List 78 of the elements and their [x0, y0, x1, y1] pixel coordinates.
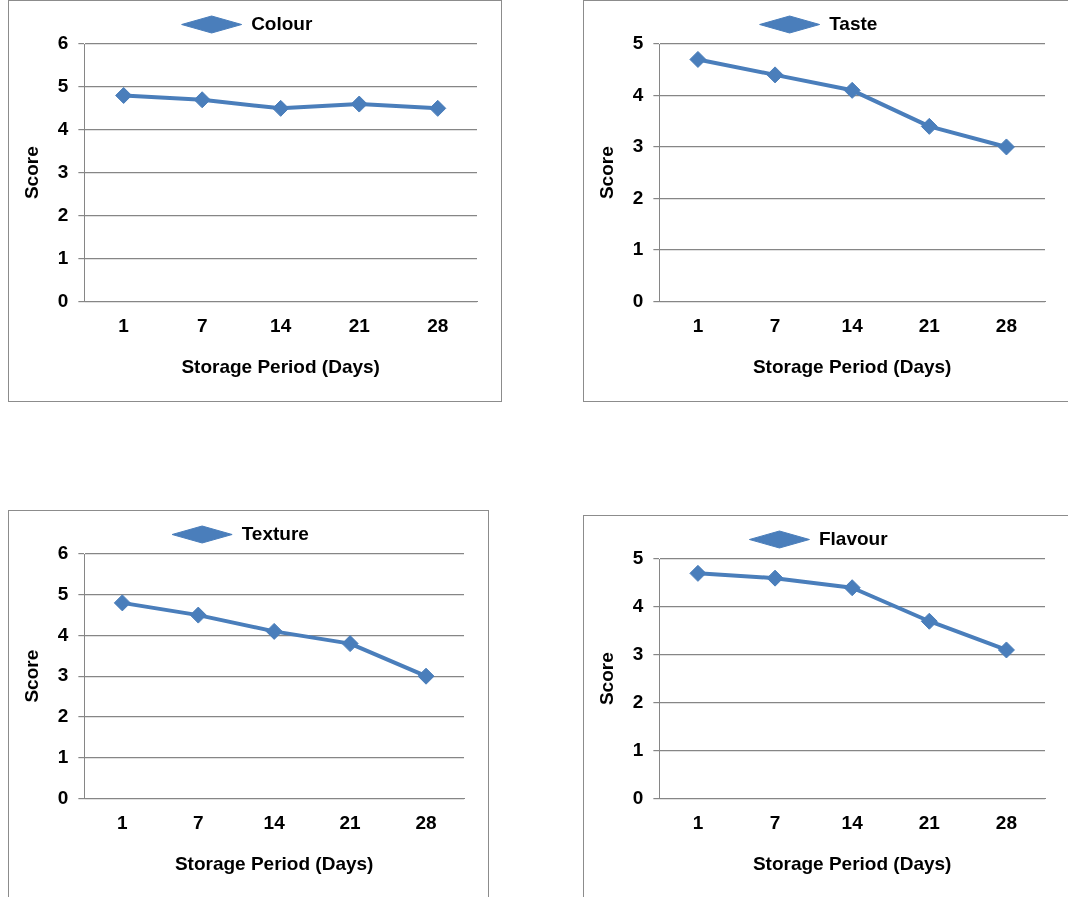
y-axis-title: Score: [595, 146, 617, 200]
y-tick-label: 5: [632, 32, 644, 54]
x-axis-title: Storage Period (Days): [181, 355, 380, 377]
x-tick-label: 21: [918, 812, 941, 834]
y-tick-label: 4: [57, 623, 69, 645]
x-axis-title: Storage Period (Days): [752, 852, 952, 874]
y-tick-label: 6: [57, 32, 69, 54]
y-tick-label: 6: [57, 542, 69, 564]
y-tick-label: 2: [57, 705, 69, 727]
y-tick-label: 3: [632, 135, 644, 157]
y-tick-label: 0: [632, 289, 644, 311]
point: [189, 606, 207, 624]
y-tick-label: 1: [632, 238, 644, 260]
point: [429, 99, 447, 117]
legend-label: Texture: [241, 522, 309, 544]
y-tick-label: 4: [632, 83, 644, 105]
y-tick-label: 1: [57, 246, 69, 268]
x-tick-label: 1: [117, 812, 129, 834]
x-tick-label: 7: [769, 315, 781, 337]
x-tick-label: 28: [995, 812, 1018, 834]
x-tick-label: 1: [118, 315, 130, 337]
x-tick-label: 14: [841, 315, 864, 337]
x-tick-label: 1: [692, 812, 704, 834]
x-tick-label: 7: [196, 315, 208, 337]
y-axis-title: Score: [20, 146, 42, 200]
point: [997, 641, 1015, 659]
y-axis-title: Score: [595, 652, 617, 706]
y-tick-label: 2: [632, 690, 644, 712]
x-tick-label: 28: [995, 315, 1018, 337]
y-tick-label: 2: [57, 203, 69, 225]
y-tick-label: 3: [57, 664, 69, 686]
point: [766, 66, 784, 84]
x-tick-label: 14: [263, 812, 286, 834]
point: [689, 564, 707, 582]
y-tick-label: 0: [632, 786, 644, 808]
x-tick-label: 1: [692, 315, 704, 337]
legend-label: Taste: [829, 12, 878, 34]
point: [272, 99, 290, 117]
y-tick-label: 5: [632, 547, 644, 569]
point: [920, 612, 938, 630]
point: [341, 635, 359, 653]
legend-label: Flavour: [818, 527, 889, 549]
y-tick-label: 0: [57, 289, 69, 311]
y-tick-label: 3: [632, 642, 644, 664]
point: [193, 91, 211, 109]
point: [920, 117, 938, 135]
point: [115, 86, 133, 104]
x-tick-label: 21: [918, 315, 941, 337]
point: [997, 138, 1015, 156]
x-tick-label: 28: [415, 812, 437, 834]
y-tick-label: 1: [57, 745, 69, 767]
point: [843, 579, 861, 597]
y-tick-label: 4: [57, 118, 69, 140]
y-tick-label: 2: [632, 186, 644, 208]
x-tick-label: 21: [339, 812, 362, 834]
point: [766, 569, 784, 587]
y-tick-label: 5: [57, 582, 69, 604]
point: [689, 50, 707, 68]
point: [843, 81, 861, 99]
x-tick-label: 21: [348, 315, 371, 337]
x-axis-title: Storage Period (Days): [752, 355, 952, 377]
x-tick-label: 28: [427, 315, 449, 337]
legend-label: Colour: [251, 12, 313, 34]
y-tick-label: 4: [632, 595, 644, 617]
x-axis-title: Storage Period (Days): [174, 852, 374, 874]
x-tick-label: 14: [270, 315, 292, 337]
y-tick-label: 3: [57, 160, 69, 182]
x-tick-label: 7: [769, 812, 781, 834]
y-tick-label: 5: [57, 75, 69, 97]
point: [417, 667, 435, 685]
y-tick-label: 1: [632, 738, 644, 760]
x-tick-label: 14: [841, 812, 864, 834]
x-tick-label: 7: [192, 812, 204, 834]
point: [265, 622, 283, 640]
point: [350, 95, 368, 113]
y-axis-title: Score: [20, 649, 42, 703]
point: [113, 594, 131, 612]
y-tick-label: 0: [57, 786, 69, 808]
